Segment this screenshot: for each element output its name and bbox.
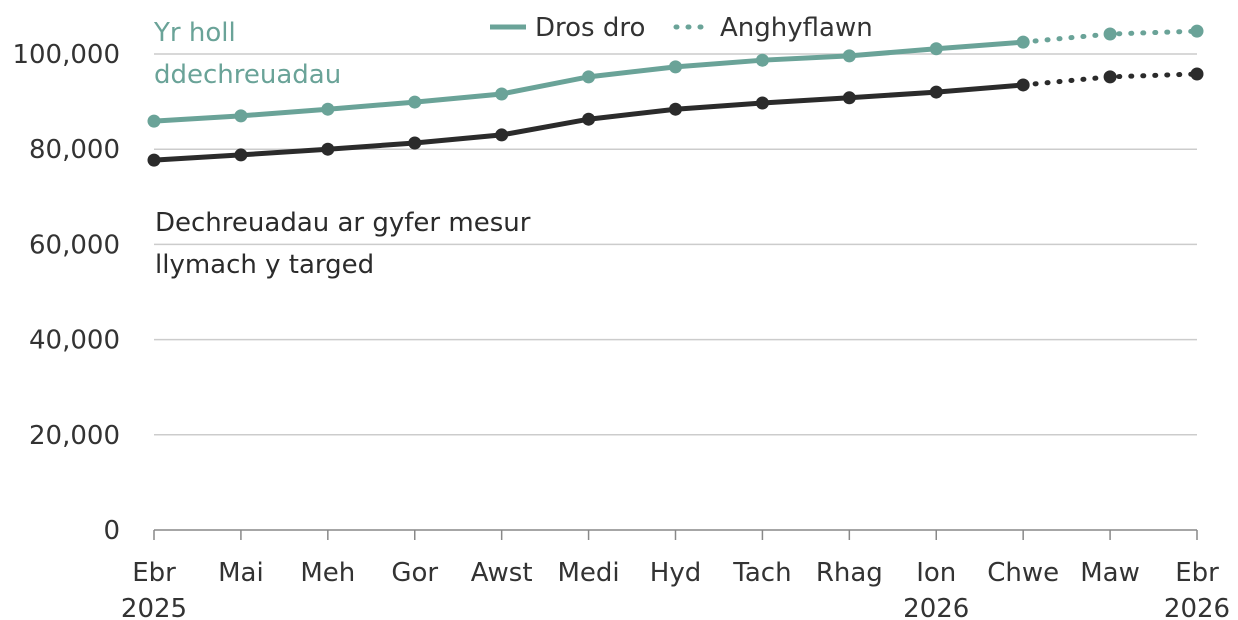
x-tick-label: Ebr 2026	[1164, 558, 1230, 620]
y-tick-label: 40,000	[29, 326, 120, 356]
marker	[929, 42, 943, 56]
marker	[147, 153, 161, 167]
marker	[1103, 27, 1117, 41]
x-tick-label: Mai	[218, 558, 264, 588]
x-tick-label: Maw	[1080, 558, 1140, 588]
marker	[234, 148, 248, 162]
marker	[755, 53, 769, 67]
marker	[147, 114, 161, 128]
series-label: Dechreuadau ar gyfer mesur llymach y targ…	[155, 208, 531, 280]
x-tick-label: Tach	[732, 558, 791, 588]
x-tick-label: Awst	[471, 558, 533, 588]
marker	[408, 136, 422, 150]
marker	[1190, 67, 1204, 81]
marker	[321, 142, 335, 156]
x-tick-label: Ebr 2025	[121, 558, 187, 620]
marker	[321, 102, 335, 116]
marker	[1190, 24, 1204, 38]
marker	[582, 112, 596, 126]
x-tick-label: Ion 2026	[903, 558, 969, 620]
marker	[842, 49, 856, 63]
marker	[234, 109, 248, 123]
marker	[755, 96, 769, 110]
y-tick-label: 60,000	[29, 230, 120, 260]
marker	[582, 70, 596, 84]
x-tick-label: Hyd	[650, 558, 701, 588]
legend-label: Anghyflawn	[720, 13, 873, 43]
series-label: Yr holl ddechreuadau	[153, 18, 341, 90]
marker	[842, 91, 856, 105]
marker	[495, 87, 509, 101]
x-tick-label: Rhag	[816, 558, 883, 588]
y-tick-label: 100,000	[12, 40, 120, 70]
y-tick-label: 20,000	[29, 421, 120, 451]
marker	[929, 85, 943, 99]
x-tick-label: Medi	[558, 558, 620, 588]
x-tick-label: Meh	[300, 558, 355, 588]
marker	[495, 128, 509, 142]
legend-label: Dros dro	[535, 13, 645, 43]
x-tick-label: Gor	[391, 558, 438, 588]
x-tick-label: Chwe	[987, 558, 1059, 588]
marker	[1016, 78, 1030, 92]
marker	[1103, 70, 1117, 84]
marker	[669, 102, 682, 116]
marker	[1016, 35, 1030, 49]
marker	[408, 95, 422, 109]
y-tick-label: 80,000	[29, 135, 120, 165]
marker	[669, 60, 682, 74]
y-tick-label: 0	[103, 516, 120, 546]
